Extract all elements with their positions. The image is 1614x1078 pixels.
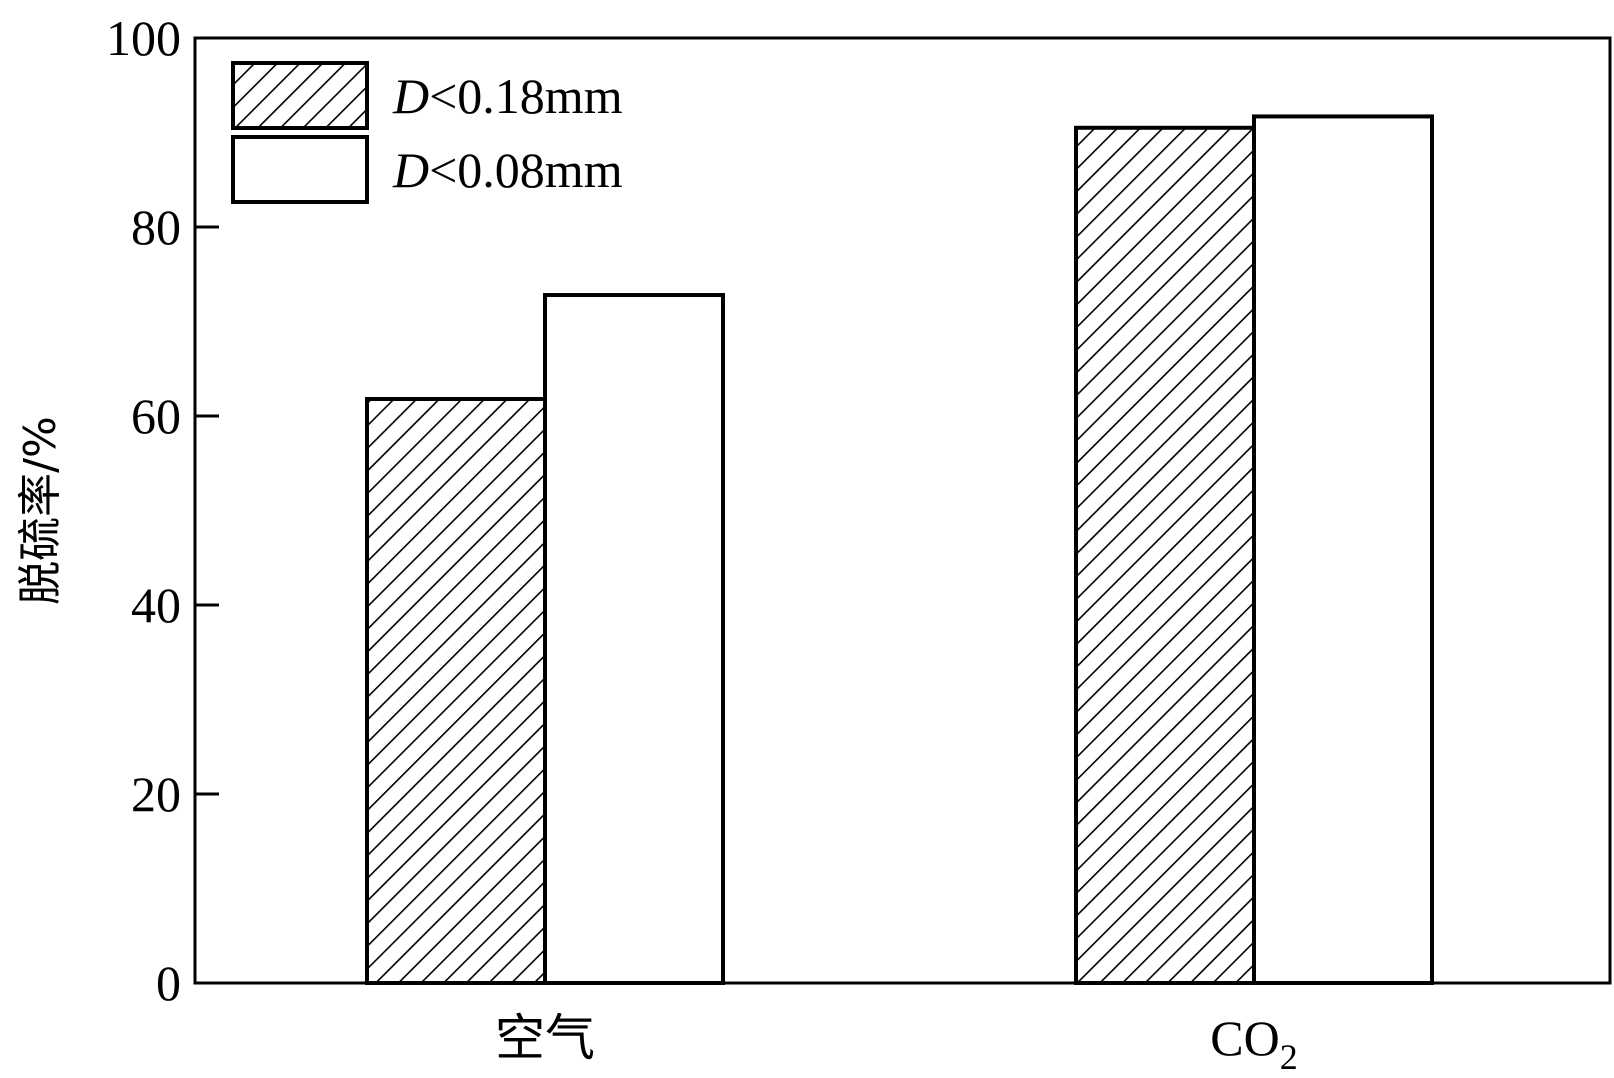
y-tick-label: 0 — [156, 955, 181, 1011]
y-tick-label: 80 — [131, 199, 181, 255]
bar-d-lt-0-18mm-air — [365, 396, 547, 985]
legend-label: D<0.08mm — [392, 142, 623, 198]
legend-swatch — [231, 61, 369, 130]
x-axis: 空气 CO2 — [495, 1010, 1298, 1077]
legend-label: D<0.18mm — [392, 68, 623, 124]
y-tick-label: 20 — [131, 766, 181, 822]
x-tick-label: CO2 — [1210, 1010, 1297, 1077]
y-axis: 0 20 40 60 80 100 — [106, 10, 219, 1011]
bars-group — [365, 114, 1434, 986]
x-tick-label: 空气 — [495, 1010, 595, 1066]
y-tick-label: 60 — [131, 388, 181, 444]
y-axis-title: 脱硫率/% — [15, 416, 66, 605]
bar-d-lt-0-08mm-co2 — [1252, 114, 1434, 985]
y-tick-label: 100 — [106, 10, 181, 66]
y-tick-label: 40 — [131, 577, 181, 633]
bar-d-lt-0-08mm-air — [543, 293, 725, 986]
legend-swatch — [231, 135, 369, 204]
legend: D<0.18mm D<0.08mm — [231, 61, 623, 204]
bar-d-lt-0-18mm-co2 — [1074, 125, 1256, 985]
plot-frame — [193, 36, 1612, 985]
